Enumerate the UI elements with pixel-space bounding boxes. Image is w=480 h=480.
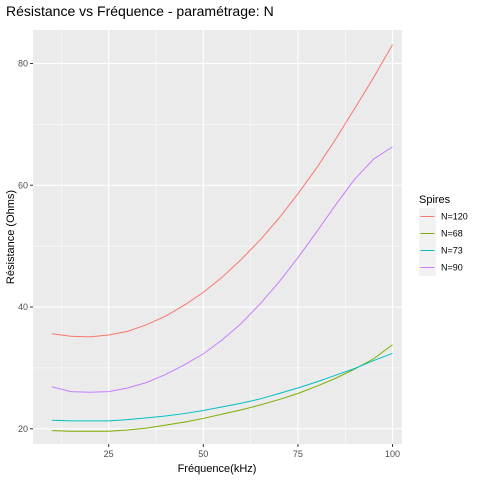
x-tick-label: 25	[104, 449, 114, 459]
legend-label: N=120	[441, 212, 468, 222]
y-tick-label: 40	[18, 302, 28, 312]
series-lines	[51, 44, 393, 432]
x-tick-label: 100	[385, 449, 400, 459]
legend-label: N=90	[441, 263, 463, 273]
legend-label: N=68	[441, 229, 463, 239]
series-line-N=120	[51, 44, 393, 338]
y-tick-label: 80	[18, 58, 28, 68]
series-line-N=90	[51, 146, 393, 393]
series-line-N=73	[51, 352, 393, 422]
x-tick-label: 50	[198, 449, 208, 459]
y-axis-title: Résistance (Ohms)	[5, 190, 17, 284]
x-tick-label: 75	[293, 449, 303, 459]
legend-title: Spires	[419, 194, 451, 206]
y-tick-label: 20	[18, 424, 28, 434]
grid-major	[33, 30, 402, 444]
legend-label: N=73	[441, 246, 463, 256]
legend: Spires N=120 N=68 N=73 N=90	[419, 194, 468, 276]
series-line-N=68	[51, 344, 393, 432]
y-tick-label: 60	[18, 180, 28, 190]
axis-ticks: 25 50 75 100 20 40 60 80	[18, 58, 400, 459]
chart-title: Résistance vs Fréquence - paramétrage: N	[6, 3, 274, 19]
plot-panel	[33, 30, 402, 444]
grid-minor	[33, 30, 402, 444]
x-axis-title: Fréquence(kHz)	[178, 463, 257, 475]
